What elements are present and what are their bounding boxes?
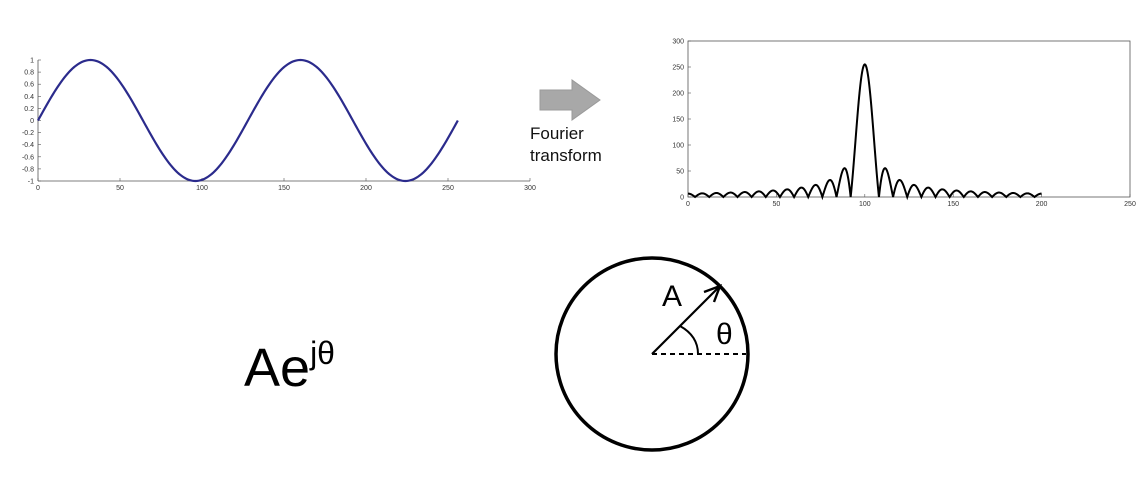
spectrum-x-tick-label: 150	[947, 201, 959, 208]
sine-y-tick-label: 0.2	[24, 106, 34, 113]
spectrum-y-tick-label: 50	[676, 169, 684, 176]
spectrum-x-tick-label: 50	[773, 201, 781, 208]
fourier-arrow-shape	[539, 79, 601, 121]
magnitude-label: A	[662, 280, 682, 313]
sine-x-tick-label: 300	[524, 185, 536, 192]
spectrum-x-tick-label: 0	[686, 201, 690, 208]
arrow-label-line1: Fourier	[530, 124, 584, 143]
unit-circle	[554, 256, 750, 452]
sine-x-tick-label: 150	[278, 185, 290, 192]
sine-y-tick-label: 0.6	[24, 82, 34, 89]
complex-exponential-formula: Aejθ	[244, 323, 335, 398]
spectrum-y-tick-label: 100	[672, 143, 684, 150]
sine-x-tick-label: 50	[116, 185, 124, 192]
spectrum-plot-frame	[687, 40, 1131, 198]
phasor-diagram: A θ	[554, 256, 750, 452]
spectrum-y-tick-label: 0	[680, 195, 684, 202]
spectrum-y-tick-label: 250	[672, 65, 684, 72]
arrow-label-line2: transform	[530, 146, 602, 165]
spectrum-y-tick-label: 150	[672, 117, 684, 124]
vector-arrowhead-icon	[703, 283, 723, 303]
sine-y-tick-label: 1	[30, 58, 34, 65]
spectrum-x-tick-label: 100	[859, 201, 871, 208]
sine-x-tick-label: 200	[360, 185, 372, 192]
sine-y-tick-label: 0.8	[24, 70, 34, 77]
sine-y-tick-label: -0.8	[22, 166, 34, 173]
sine-y-tick-label: -0.6	[22, 154, 34, 161]
spectrum-plot-axes: 300 250 200 150 100 50 00 50 100 150 200 250	[672, 39, 1136, 209]
sine-x-tick-label: 100	[196, 185, 208, 192]
sine-y-tick-label: -1	[28, 179, 34, 186]
spectrum-series-line	[687, 63, 1042, 201]
sine-y-tick-label: -0.2	[22, 130, 34, 137]
spectrum-x-tick-label: 250	[1124, 201, 1136, 208]
angle-label: θ	[716, 318, 733, 351]
sine-wave-plot: 10.80.60.40.20-0.2-0.4-0.6-0.8-10 50 100 15…	[22, 58, 536, 193]
sine-x-tick-label: 0	[36, 185, 40, 192]
sine-y-tick-label: -0.4	[22, 142, 34, 149]
sine-y-tick-label: 0	[30, 118, 34, 125]
sine-plot-axes: 10.80.60.40.20-0.2-0.4-0.6-0.8-10 50 100 15…	[22, 58, 536, 193]
spectrum-y-tick-label: 200	[672, 91, 684, 98]
magnitude-vector	[651, 287, 719, 355]
sine-y-tick-label: 0.4	[24, 94, 34, 101]
spectrum-plot: 300 250 200 150 100 50 00 50 100 150 200 250	[672, 39, 1136, 209]
spectrum-y-tick-label: 300	[672, 39, 684, 46]
spectrum-x-tick-label: 200	[1036, 201, 1048, 208]
angle-arc	[679, 325, 699, 355]
formula-base: Ae	[244, 338, 311, 398]
fourier-arrow-icon	[539, 79, 601, 121]
sine-wave-series-line	[37, 58, 459, 183]
formula-exponent: jθ	[310, 335, 335, 371]
sine-x-tick-label: 250	[442, 185, 454, 192]
